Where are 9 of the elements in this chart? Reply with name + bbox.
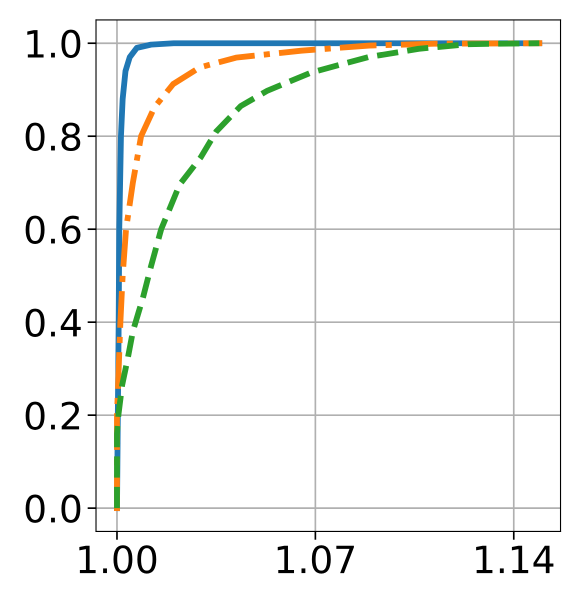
y-tick-label: 0.6 xyxy=(26,216,80,244)
y-tick-label: 1.0 xyxy=(27,30,80,58)
x-tick-label: 1.14 xyxy=(476,546,554,574)
y-tick-label: 0.4 xyxy=(26,308,81,337)
x-tick-label: 1.07 xyxy=(278,545,354,574)
y-tick-label: 0.2 xyxy=(26,402,80,430)
y-tick-label: 0.8 xyxy=(26,122,80,151)
y-tick-label: 0.0 xyxy=(26,494,80,523)
x-tick-label: 1.00 xyxy=(79,545,156,574)
